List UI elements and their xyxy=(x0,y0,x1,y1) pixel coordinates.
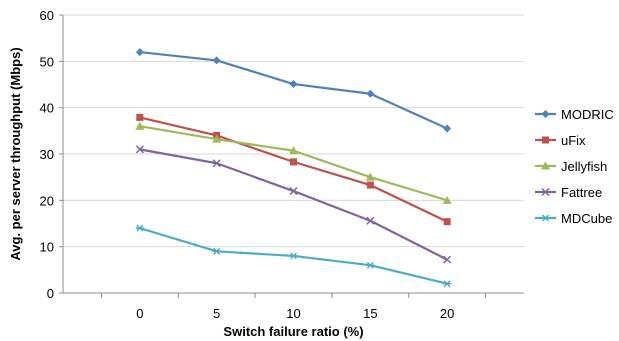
data-point xyxy=(290,158,297,166)
legend-swatch-marker xyxy=(541,214,550,222)
series-fattree xyxy=(135,145,452,264)
y-tick-label: 10 xyxy=(40,240,54,255)
data-point xyxy=(212,159,221,168)
x-tick-label: 20 xyxy=(440,306,454,321)
legend-label: uFix xyxy=(561,133,586,148)
data-point xyxy=(212,134,222,143)
y-tick-labels: 0 10 20 30 40 50 60 xyxy=(40,8,54,301)
series-jellyfish xyxy=(135,121,452,204)
data-point xyxy=(135,224,144,232)
legend-item-modric: MODRIC xyxy=(535,107,614,122)
x-tick-label: 0 xyxy=(136,306,143,321)
legend-label: MDCube xyxy=(561,211,612,226)
y-tick-label: 60 xyxy=(40,8,54,23)
data-point xyxy=(443,218,451,226)
axes xyxy=(59,14,524,298)
data-point xyxy=(135,48,144,57)
series-line xyxy=(139,50,448,130)
data-point xyxy=(289,146,298,155)
data-point xyxy=(212,247,221,255)
data-point xyxy=(289,252,298,260)
data-point xyxy=(212,56,221,65)
data-point xyxy=(366,216,375,225)
data-point xyxy=(366,89,375,98)
legend-swatch-marker xyxy=(542,136,549,144)
legend: MODRIC uFix Jellyfish Fattree MDCube xyxy=(535,107,614,226)
legend-item-mdcube: MDCube xyxy=(535,211,612,226)
data-point xyxy=(442,195,452,204)
data-point xyxy=(135,145,144,154)
series-ufix xyxy=(136,113,451,226)
data-point xyxy=(289,187,298,196)
data-point xyxy=(443,280,452,288)
x-tick-labels: 0 5 10 15 20 xyxy=(136,306,454,321)
y-axis-title: Avg. per server throughput (Mbps) xyxy=(8,47,23,260)
legend-item-fattree: Fattree xyxy=(535,185,602,200)
data-point xyxy=(135,121,145,130)
legend-label: MODRIC xyxy=(561,107,614,122)
data-point xyxy=(443,255,452,264)
y-tick-label: 0 xyxy=(47,286,54,301)
y-tick-label: 30 xyxy=(40,147,54,162)
x-axis-title: Switch failure ratio (%) xyxy=(223,324,363,339)
legend-label: Fattree xyxy=(561,185,602,200)
legend-swatch-marker xyxy=(541,187,550,197)
x-tick-label: 15 xyxy=(363,306,377,321)
data-point xyxy=(366,261,375,269)
x-tick-label: 10 xyxy=(286,306,300,321)
legend-swatch-marker xyxy=(541,110,550,118)
data-point xyxy=(366,181,374,189)
data-point xyxy=(365,172,375,181)
series-group xyxy=(135,48,452,288)
gridlines xyxy=(63,14,524,248)
legend-item-ufix: uFix xyxy=(535,133,586,148)
legend-swatch-marker xyxy=(541,161,550,170)
data-point xyxy=(289,80,298,89)
data-point xyxy=(443,124,452,133)
x-tick-label: 5 xyxy=(213,306,220,321)
series-mdcube xyxy=(135,224,452,288)
y-tick-label: 40 xyxy=(40,101,54,116)
legend-item-jellyfish: Jellyfish xyxy=(535,159,607,174)
series-modric xyxy=(135,48,452,133)
data-point xyxy=(136,113,144,121)
legend-label: Jellyfish xyxy=(561,159,607,174)
y-tick-label: 50 xyxy=(40,54,54,69)
y-tick-label: 20 xyxy=(40,193,54,208)
